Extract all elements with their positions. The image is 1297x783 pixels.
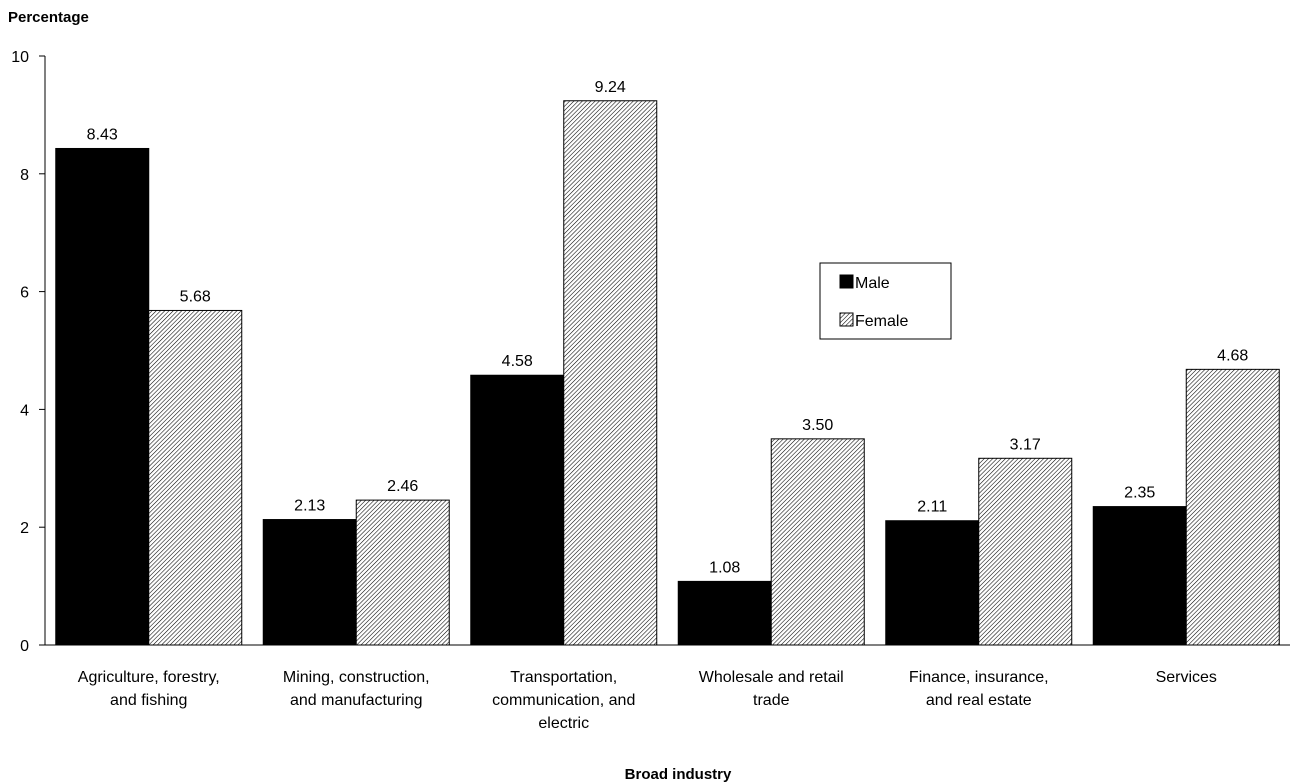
x-category-label: Agriculture, forestry,: [78, 669, 220, 686]
y-tick-label: 10: [11, 49, 29, 66]
x-category-label: and real estate: [926, 692, 1032, 709]
x-category-label: electric: [538, 715, 589, 732]
x-axis-title: Broad industry: [625, 766, 732, 783]
y-tick-label: 6: [20, 285, 29, 302]
bar-male: [262, 519, 357, 646]
bar-male: [55, 147, 150, 646]
legend-label-male: Male: [855, 275, 890, 292]
data-label-female: 4.68: [1217, 347, 1248, 364]
y-tick-label: 8: [20, 167, 29, 184]
bar-male: [1092, 506, 1187, 646]
data-label-female: 9.24: [595, 79, 626, 96]
x-category-label: Finance, insurance,: [909, 669, 1049, 686]
data-label-female: 3.17: [1010, 436, 1041, 453]
legend-swatch-female: [839, 312, 854, 327]
y-axis-title: Percentage: [8, 9, 89, 26]
y-axis: 0 2 4 6 8 10: [11, 49, 46, 655]
x-category-label: and manufacturing: [290, 692, 423, 709]
x-category-label: trade: [753, 692, 790, 709]
bar-female: [770, 438, 865, 646]
x-axis: Agriculture, forestry, and fishing Mining,…: [45, 644, 1290, 732]
y-tick-label: 2: [20, 520, 29, 537]
x-category-label: Services: [1156, 669, 1217, 686]
data-label-male: 2.11: [917, 499, 947, 516]
legend-swatch-male: [839, 274, 854, 289]
y-tick-label: 4: [20, 402, 29, 419]
bar-female: [563, 100, 658, 646]
data-label-male: 1.08: [709, 559, 740, 576]
data-label-female: 3.50: [802, 417, 833, 434]
data-label-male: 8.43: [87, 126, 118, 143]
data-label-male: 4.58: [502, 353, 533, 370]
bar-male: [470, 374, 565, 646]
bar-male: [885, 520, 980, 646]
data-label-male: 2.13: [294, 498, 325, 515]
x-category-label: Wholesale and retail: [699, 669, 844, 686]
x-category-label: and fishing: [110, 692, 187, 709]
data-label-female: 5.68: [180, 288, 211, 305]
bars: 8.43 5.68 2.13 2.46 4.58 9.24 1.08 3.50 2.11 3.17…: [55, 79, 1280, 646]
legend-label-female: Female: [855, 313, 908, 330]
data-label-female: 2.46: [387, 478, 418, 495]
bar-female: [148, 309, 243, 646]
x-category-label: Transportation,: [510, 669, 617, 686]
x-category-label: communication, and: [492, 692, 635, 709]
bar-female: [355, 499, 450, 646]
bar-female: [978, 457, 1073, 646]
data-label-male: 2.35: [1124, 485, 1155, 502]
bar-male: [677, 580, 772, 646]
bar-female: [1185, 368, 1280, 646]
x-category-label: Mining, construction,: [283, 669, 430, 686]
y-tick-label: 0: [20, 638, 29, 655]
legend: Male Female: [819, 262, 952, 340]
